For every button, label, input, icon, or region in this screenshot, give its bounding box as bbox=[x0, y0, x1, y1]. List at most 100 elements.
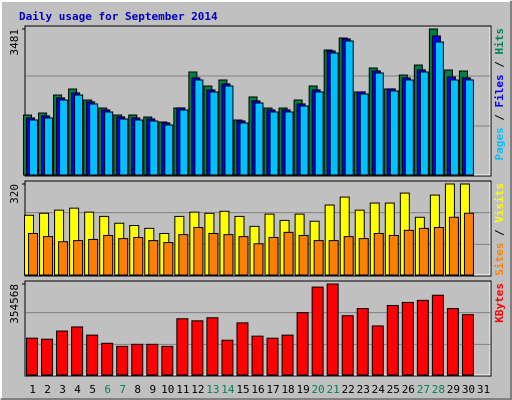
bar bbox=[104, 111, 114, 176]
bar bbox=[299, 105, 309, 176]
legend-entry: Files bbox=[493, 74, 506, 107]
bar bbox=[269, 111, 279, 176]
bar bbox=[41, 338, 54, 376]
legend-separator: / bbox=[493, 223, 506, 243]
bar bbox=[329, 52, 339, 176]
bar bbox=[131, 343, 144, 376]
bar bbox=[116, 345, 129, 376]
x-tick-label: 6 bbox=[104, 383, 111, 396]
bar bbox=[326, 283, 339, 376]
bar bbox=[149, 120, 159, 176]
x-tick-label: 20 bbox=[312, 383, 325, 396]
bar bbox=[359, 93, 369, 176]
x-tick-label: 17 bbox=[266, 383, 279, 396]
bar bbox=[206, 317, 219, 376]
bar bbox=[358, 238, 369, 276]
x-tick-label: 27 bbox=[417, 383, 430, 396]
bar bbox=[74, 94, 84, 176]
legend-entry: KBytes bbox=[493, 283, 506, 323]
y-tick-label: 354568 bbox=[8, 284, 21, 324]
x-tick-label: 21 bbox=[327, 383, 340, 396]
bar bbox=[463, 212, 474, 276]
bar bbox=[163, 242, 174, 276]
bar bbox=[118, 238, 129, 276]
bar bbox=[449, 79, 459, 176]
legend: KBytes bbox=[493, 283, 506, 323]
bar bbox=[28, 232, 39, 276]
bar bbox=[448, 216, 459, 276]
bar bbox=[253, 243, 264, 276]
legend-entry: Pages bbox=[493, 127, 506, 160]
x-tick-label: 3 bbox=[59, 383, 66, 396]
x-tick-label: 13 bbox=[206, 383, 219, 396]
bar bbox=[148, 240, 159, 276]
bar bbox=[418, 227, 429, 276]
legend-separator: / bbox=[493, 55, 506, 75]
bar bbox=[373, 232, 384, 276]
bar bbox=[191, 320, 204, 376]
x-tick-label: 29 bbox=[447, 383, 460, 396]
bar bbox=[223, 234, 234, 276]
bar bbox=[356, 308, 369, 376]
bar bbox=[86, 334, 99, 376]
bar bbox=[401, 301, 414, 376]
y-tick-label: 3481 bbox=[8, 29, 21, 56]
bar bbox=[44, 117, 54, 176]
x-tick-label: 5 bbox=[89, 383, 96, 396]
x-tick-label: 30 bbox=[462, 383, 475, 396]
bar bbox=[434, 41, 444, 176]
legend: Sites / Visits bbox=[493, 183, 506, 276]
bar bbox=[208, 232, 219, 276]
bar bbox=[404, 79, 414, 176]
bar bbox=[296, 312, 309, 376]
bar bbox=[193, 227, 204, 276]
x-tick-label: 8 bbox=[134, 383, 141, 396]
bar bbox=[311, 286, 324, 376]
legend: Pages / Files / Hits bbox=[493, 28, 506, 161]
bar bbox=[419, 71, 429, 176]
bar bbox=[416, 299, 429, 376]
bar bbox=[88, 238, 99, 276]
bar bbox=[284, 111, 294, 176]
bar bbox=[221, 339, 234, 376]
legend-entry: Hits bbox=[493, 28, 506, 55]
x-tick-label: 22 bbox=[342, 383, 355, 396]
bar bbox=[388, 234, 399, 276]
x-tick-label: 16 bbox=[251, 383, 264, 396]
y-tick-label: 320 bbox=[8, 184, 21, 204]
bar bbox=[298, 234, 309, 276]
bar bbox=[56, 330, 69, 376]
bar bbox=[283, 231, 294, 276]
bar bbox=[161, 345, 174, 376]
bar bbox=[251, 335, 264, 376]
bar bbox=[179, 109, 189, 176]
bar bbox=[176, 318, 189, 376]
bar bbox=[344, 40, 354, 176]
bar bbox=[73, 240, 84, 276]
bar bbox=[461, 314, 474, 376]
bar bbox=[224, 85, 234, 176]
x-tick-label: 28 bbox=[432, 383, 445, 396]
bar bbox=[431, 294, 444, 376]
x-tick-label: 31 bbox=[477, 383, 490, 396]
bar bbox=[58, 241, 69, 276]
x-tick-label: 10 bbox=[161, 383, 174, 396]
bar bbox=[341, 315, 354, 376]
bar bbox=[43, 236, 54, 276]
x-tick-label: 7 bbox=[119, 383, 126, 396]
x-tick-label: 12 bbox=[191, 383, 204, 396]
x-tick-label: 19 bbox=[296, 383, 309, 396]
bar bbox=[446, 308, 459, 376]
bar bbox=[71, 326, 84, 376]
bar bbox=[134, 119, 144, 176]
x-tick-label: 18 bbox=[281, 383, 294, 396]
bar bbox=[29, 119, 39, 176]
x-tick-label: 11 bbox=[176, 383, 189, 396]
chart-title: Daily usage for September 2014 bbox=[19, 10, 218, 23]
bar bbox=[433, 227, 444, 276]
x-tick-label: 25 bbox=[387, 383, 400, 396]
x-tick-label: 4 bbox=[74, 383, 81, 396]
